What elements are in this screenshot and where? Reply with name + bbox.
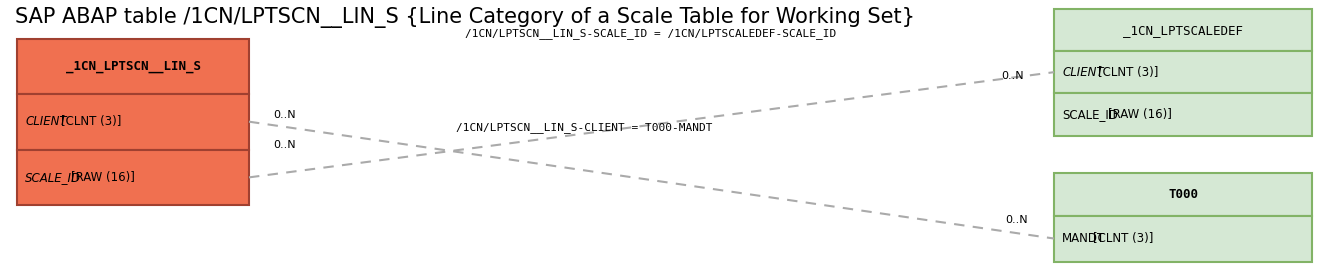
- Text: T000: T000: [1168, 188, 1198, 201]
- Bar: [1054, 215, 1312, 262]
- Text: 0..N: 0..N: [1001, 72, 1024, 82]
- Text: _1CN_LPTSCN__LIN_S: _1CN_LPTSCN__LIN_S: [65, 60, 200, 73]
- Bar: [17, 94, 249, 150]
- Text: /1CN/LPTSCN__LIN_S-CLIENT = T000-MANDT: /1CN/LPTSCN__LIN_S-CLIENT = T000-MANDT: [455, 122, 713, 133]
- Text: SCALE_ID: SCALE_ID: [25, 171, 81, 184]
- Text: SCALE_ID: SCALE_ID: [1062, 108, 1117, 121]
- Text: _1CN_LPTSCALEDEF: _1CN_LPTSCALEDEF: [1123, 24, 1243, 37]
- Text: /1CN/LPTSCN__LIN_S-SCALE_ID = /1CN/LPTSCALEDEF-SCALE_ID: /1CN/LPTSCN__LIN_S-SCALE_ID = /1CN/LPTSC…: [464, 28, 836, 39]
- Text: [CLNT (3)]: [CLNT (3)]: [1092, 232, 1153, 245]
- Bar: [17, 150, 249, 205]
- Bar: [1054, 173, 1312, 215]
- Text: 0..N: 0..N: [273, 140, 296, 150]
- Text: 0..N: 0..N: [1005, 215, 1028, 225]
- Text: 0..N: 0..N: [273, 110, 296, 120]
- Bar: [1054, 9, 1312, 51]
- Text: [CLNT (3)]: [CLNT (3)]: [1097, 66, 1158, 79]
- Text: MANDT: MANDT: [1062, 232, 1105, 245]
- Bar: [1054, 93, 1312, 136]
- Text: [RAW (16)]: [RAW (16)]: [1108, 108, 1172, 121]
- Text: CLIENT: CLIENT: [25, 115, 66, 128]
- Text: CLIENT: CLIENT: [1062, 66, 1104, 79]
- Text: SAP ABAP table /1CN/LPTSCN__LIN_S {Line Category of a Scale Table for Working Se: SAP ABAP table /1CN/LPTSCN__LIN_S {Line …: [15, 7, 914, 28]
- Bar: [1054, 51, 1312, 93]
- Text: [RAW (16)]: [RAW (16)]: [72, 171, 135, 184]
- Bar: [17, 39, 249, 94]
- Text: [CLNT (3)]: [CLNT (3)]: [61, 115, 121, 128]
